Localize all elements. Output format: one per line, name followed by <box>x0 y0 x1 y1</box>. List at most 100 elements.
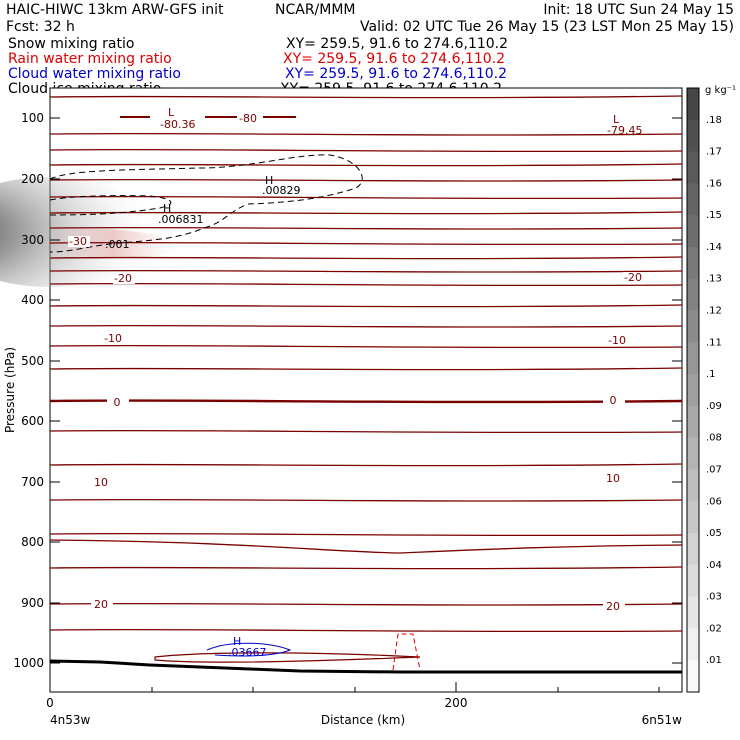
model-title: HAIC-HIWC 13km ARW-GFS init <box>6 2 224 18</box>
extremum-type: L <box>168 106 175 119</box>
y-tick-label: 1000 <box>13 656 44 670</box>
colorbar-swatch <box>687 183 699 216</box>
colorbar-units: g kg⁻¹ <box>705 85 736 96</box>
colorbar-swatch <box>687 151 699 184</box>
temperature-contours <box>49 95 683 663</box>
colorbar: g kg⁻¹ .01 .02 .03 .04 .05 .06 .07 .08 .09 .1 .11.… <box>686 85 736 693</box>
isotherm-line <box>49 498 683 502</box>
colorbar-tick-label: .11 <box>706 337 722 348</box>
colorbar-swatch <box>687 88 699 121</box>
contour-label-bg <box>91 599 113 610</box>
colorbar-swatch <box>687 119 699 153</box>
contour-label: 0 <box>114 396 121 409</box>
contour-label: 20 <box>606 600 620 613</box>
y-tick-label: 100 <box>21 111 44 125</box>
y-tick-label: 200 <box>21 172 44 186</box>
isotherm-line <box>49 132 683 136</box>
extremum-type: H <box>233 635 241 648</box>
y-tick-label: 900 <box>21 596 44 610</box>
colorbar-tick-label: .04 <box>706 560 722 571</box>
extremum-value: -80.36 <box>160 118 195 131</box>
colorbar-swatch <box>687 405 699 439</box>
y-tick-label: 800 <box>21 535 44 549</box>
extremum-value: .001 <box>105 238 130 251</box>
isotherm-line <box>49 628 683 633</box>
isotherm-line <box>49 95 683 99</box>
colorbar-tick-label: .07 <box>706 464 722 475</box>
contour-label: -30 <box>69 235 87 248</box>
contour-label-bg <box>603 601 625 612</box>
colorbar-swatches: .01 .02 .03 .04 .05 .06 .07 .08 .09 .1 .11 .12 .13 .1… <box>686 87 722 693</box>
contour-label-bg <box>607 335 629 346</box>
contour-label: -80 <box>239 112 257 125</box>
colorbar-swatch <box>687 310 699 343</box>
cloudwater-field-xy: XY= 259.5, 91.6 to 274.6,110.2 <box>285 66 507 82</box>
cloud-ice-contour-2 <box>49 195 172 216</box>
contour-label: 20 <box>94 598 108 611</box>
isotherm-line <box>49 429 683 434</box>
x-axis: 0 200 Distance (km) 4n53w 6n51w <box>46 682 682 727</box>
snow-field-xy: XY= 259.5, 91.6 to 274.6,110.2 <box>286 36 508 52</box>
colorbar-swatch <box>687 501 699 534</box>
forecast-hour: Fcst: 32 h <box>6 19 75 35</box>
isotherm-line <box>49 226 683 230</box>
snow-field-label: Snow mixing ratio <box>8 36 134 52</box>
contour-label-bg <box>107 397 129 408</box>
contour-label-bg <box>603 473 625 484</box>
y-tick-label: 400 <box>21 293 44 307</box>
isotherm-line <box>49 324 683 328</box>
colorbar-frame <box>686 87 700 693</box>
rain-field-xy: XY= 259.5, 91.6 to 274.6,110.2 <box>283 51 505 67</box>
y-tick-label: 300 <box>21 233 44 247</box>
isotherm-line <box>49 256 683 260</box>
contour-label: -10 <box>608 334 626 347</box>
isotherm-line <box>49 178 683 182</box>
org-label: NCAR/MMM <box>275 2 356 18</box>
x-axis-label: Distance (km) <box>321 713 405 727</box>
colorbar-swatch <box>687 564 699 598</box>
isotherm-line <box>49 163 683 167</box>
contour-label: -20 <box>624 271 642 284</box>
colorbar-tick-label: .16 <box>706 178 722 189</box>
colorbar-tick-label: .14 <box>706 242 722 253</box>
extrema-labels: L -80.36 L -79.45 H .00829 H .006831 H .… <box>105 106 642 659</box>
rain-water-contour <box>392 633 421 671</box>
colorbar-tick-label: .13 <box>706 274 722 285</box>
plot-frame <box>49 87 683 693</box>
extremum-value: -79.45 <box>607 124 642 137</box>
colorbar-swatch <box>687 278 699 312</box>
y-tick-label: 600 <box>21 414 44 428</box>
extremum-value: .03667 <box>228 646 267 659</box>
x-tick-label: 0 <box>46 696 54 710</box>
colorbar-tick-label: .08 <box>706 433 722 444</box>
colorbar-swatch <box>687 660 699 693</box>
colorbar-swatch <box>687 628 699 661</box>
isotherm-line <box>49 539 683 554</box>
colorbar-swatch <box>687 596 699 629</box>
contour-labels: -80 -30 -20 -20 -10 -10 0 0 10 10 20 20 <box>68 112 645 613</box>
colorbar-swatch <box>687 342 699 375</box>
extremum-type: L <box>613 113 620 126</box>
contour-label-bg <box>623 272 645 283</box>
colorbar-tick-label: .01 <box>706 655 722 666</box>
isotherm-line <box>49 399 683 404</box>
extremum-value: .006831 <box>158 213 204 226</box>
contour-label: -20 <box>114 272 132 285</box>
colorbar-tick-label: .03 <box>706 592 722 603</box>
extremum-type: H <box>163 202 171 215</box>
terrain-line <box>49 659 682 674</box>
colorbar-swatch <box>687 469 699 502</box>
colorbar-tick-label: .1 <box>706 369 716 380</box>
valid-time: Valid: 02 UTC Tue 26 May 15 (23 LST Mon … <box>360 19 734 35</box>
contour-label-bg <box>238 113 260 124</box>
x-left-endpoint: 4n53w <box>50 713 91 727</box>
isotherm-line <box>49 269 683 273</box>
contour-label: 10 <box>94 476 108 489</box>
isotherm-line <box>49 344 683 349</box>
colorbar-swatch <box>687 437 699 470</box>
x-tick-label: 200 <box>445 696 468 710</box>
colorbar-swatch <box>687 246 699 280</box>
cloudwater-field-label: Cloud water mixing ratio <box>8 66 181 82</box>
init-time: Init: 18 UTC Sun 24 May 15 <box>543 2 734 18</box>
